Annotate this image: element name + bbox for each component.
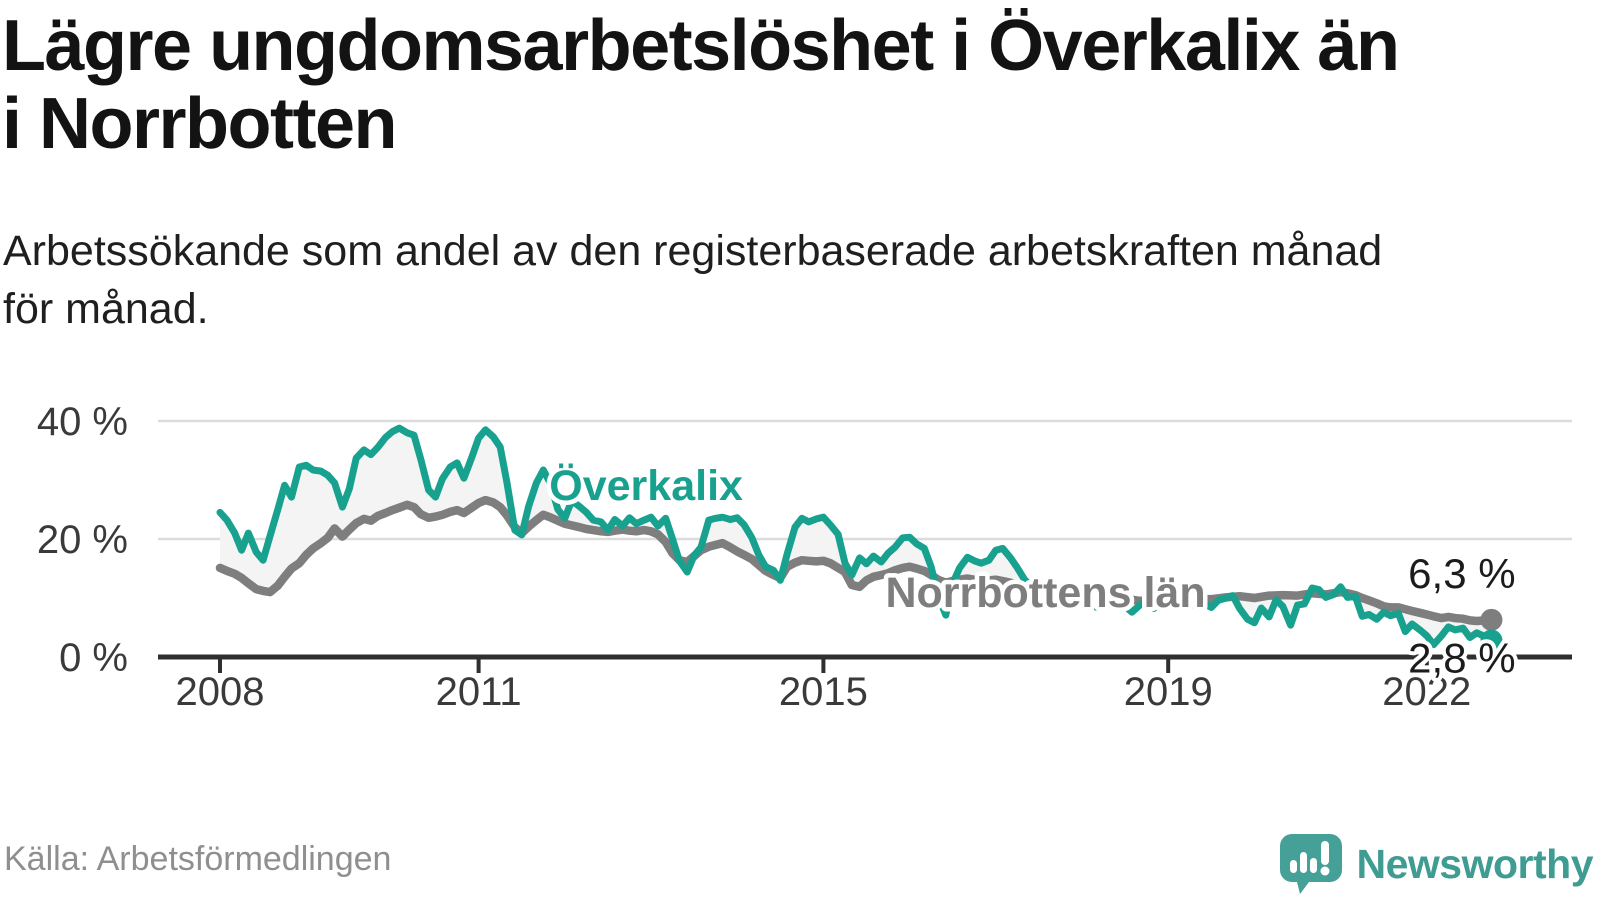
x-axis: 2008 2011 2015 2019 2022 — [158, 654, 1572, 710]
y-tick-label: 20 % — [37, 518, 128, 562]
newsworthy-wordmark: Newsworthy — [1356, 840, 1594, 887]
speech-bubble-bar-chart-exclamation-icon — [1279, 834, 1342, 894]
chart-subtitle: Arbetssökande som andel av den registerb… — [3, 222, 1583, 338]
x-tick-label: 2011 — [436, 670, 522, 710]
x-tick-label: 2015 — [779, 670, 868, 710]
series-label: Överkalix — [549, 462, 743, 510]
source-attribution: Källa: Arbetsförmedlingen — [4, 840, 392, 878]
gap-band-fill — [220, 428, 1492, 645]
page-title: Lägre ungdomsarbetslöshet i Överkalix än… — [2, 6, 1598, 164]
series-line-norrbottens-l-n — [215, 495, 1496, 626]
unemployment-line-chart: 2008 2011 2015 2019 2022 0 % 20 % 40 % Norrbotte… — [37, 400, 1572, 710]
series-line--verkalix — [216, 424, 1495, 649]
chart-subtitle-line1: Arbetssökande som andel av den registerb… — [3, 227, 1383, 275]
x-tick-label: 2019 — [1124, 670, 1213, 710]
y-tick-label: 0 % — [59, 636, 128, 680]
series-label: Norrbottens län — [885, 569, 1205, 617]
newsworthy-logo: Newsworthy — [1279, 828, 1594, 900]
chart-subtitle-line2: för månad. — [3, 285, 209, 334]
x-tick-label: 2008 — [176, 670, 265, 710]
series-end-dot — [1480, 629, 1503, 652]
page-title-line2: i Norrbotten — [2, 83, 397, 164]
series-end-value-label: 6,3 % — [1408, 550, 1515, 597]
series-end-dot — [1480, 608, 1503, 631]
x-tick-label: 2022 — [1382, 670, 1471, 710]
y-tick-label: 40 % — [37, 400, 128, 444]
gridlines — [158, 419, 1572, 541]
series-end-value-label: 2,8 % — [1408, 634, 1515, 681]
page-title-line1: Lägre ungdomsarbetslöshet i Överkalix än — [2, 6, 1400, 86]
